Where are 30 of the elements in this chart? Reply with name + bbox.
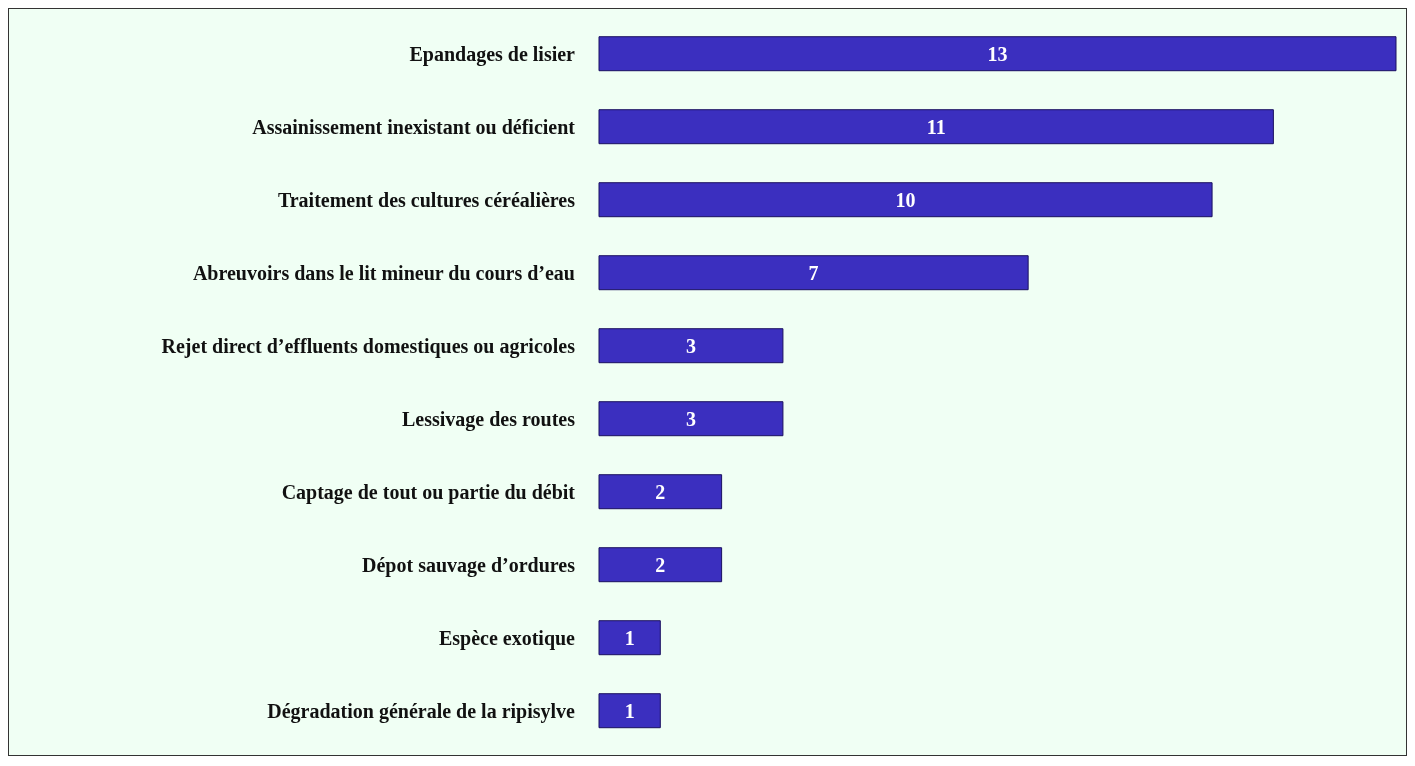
data-label: 3 [685, 407, 696, 430]
data-label: 1 [624, 699, 635, 722]
bar [598, 109, 1274, 145]
y-tick-label: Abreuvoirs dans le lit mineur du cours d’eau [192, 261, 575, 284]
bar [598, 620, 661, 656]
bar [598, 401, 784, 437]
y-tick-label: Dépot sauvage d’ordures [362, 553, 576, 577]
data-label: 11 [926, 115, 946, 138]
y-tick-label: Rejet direct d’effluents domestiques ou agricoles [161, 334, 576, 358]
data-label: 2 [655, 480, 666, 503]
data-label: 7 [808, 261, 819, 284]
bar [598, 547, 723, 583]
bar [598, 182, 1213, 218]
data-label: 10 [895, 188, 916, 211]
data-label: 13 [987, 42, 1008, 65]
bar [598, 474, 723, 510]
bar [598, 693, 661, 729]
bar [598, 36, 1397, 72]
y-tick-label: Assainissement inexistant ou déficient [252, 115, 576, 138]
bar [598, 328, 784, 364]
y-tick-label: Dégradation générale de la ripisylve [267, 699, 576, 723]
y-tick-label: Lessivage des routes [402, 407, 576, 431]
y-tick-label: Traitement des cultures céréalières [277, 188, 576, 211]
y-tick-label: Epandages de lisier [409, 42, 576, 66]
y-tick-label: Espèce exotique [438, 626, 576, 650]
data-label: 1 [624, 626, 635, 649]
y-tick-label: Captage de tout ou partie du débit [281, 480, 576, 504]
bar [598, 255, 1029, 291]
data-label: 3 [685, 334, 696, 357]
data-label: 2 [655, 553, 666, 576]
